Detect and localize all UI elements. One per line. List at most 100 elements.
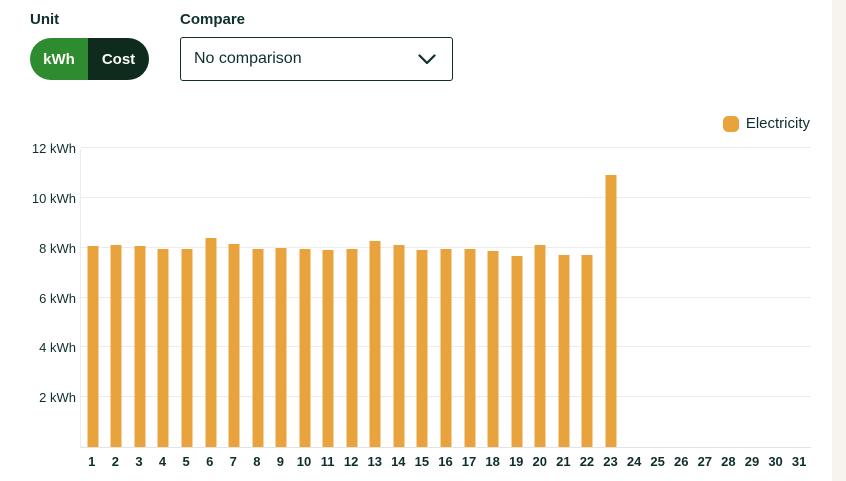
x-axis-tick-label: 31 <box>791 454 807 469</box>
bar-column-day-24 <box>623 149 647 447</box>
legend: Electricity <box>722 115 810 132</box>
x-axis-tick-label: 1 <box>88 454 96 469</box>
x-axis-tick-label: 9 <box>276 454 285 469</box>
page-edge-strip <box>832 0 846 481</box>
y-axis-tick-label: 2 kWh <box>39 390 76 406</box>
x-axis-tick-label: 12 <box>343 454 359 469</box>
x-axis: 1 2 3 4 5 6 7 8 9 10 11 12 13 14 15 16 17 18 19 20 21 22 23 24 2… <box>80 454 811 469</box>
x-axis-tick-label: 17 <box>461 454 477 469</box>
y-axis: 2 kWh 4 kWh 6 kWh 8 kWh 10 kWh 12 kWh <box>0 0 76 481</box>
electricity-bar-day-20[interactable] <box>534 245 546 447</box>
electricity-bar-day-3[interactable] <box>134 246 146 447</box>
x-axis-tick-label: 8 <box>253 454 261 469</box>
unit-toggle-cost[interactable]: Cost <box>88 38 149 80</box>
x-axis-tick-label: 19 <box>508 454 524 469</box>
x-axis-tick-label: 6 <box>206 454 214 469</box>
x-axis-tick-label: 22 <box>579 454 595 469</box>
bar-column-day-30 <box>764 149 788 447</box>
bar-column-day-4 <box>152 149 176 447</box>
electricity-bar-day-22[interactable] <box>581 255 593 447</box>
bar-column-day-19 <box>505 149 529 447</box>
y-axis-tick-label: 10 kWh <box>31 190 76 206</box>
bar-column-day-12 <box>340 149 364 447</box>
bar-column-day-27 <box>693 149 717 447</box>
chevron-down-icon <box>418 53 436 65</box>
x-axis-tick-label: 20 <box>532 454 547 469</box>
gridline <box>81 246 811 248</box>
x-axis-tick-label: 5 <box>182 454 190 469</box>
electricity-bar-day-14[interactable] <box>393 245 405 447</box>
electricity-bar-day-1[interactable] <box>87 246 99 447</box>
x-axis-tick-label: 29 <box>744 454 760 469</box>
x-axis-tick-label: 26 <box>674 454 689 469</box>
bar-column-day-14 <box>387 149 411 447</box>
electricity-bar-day-4[interactable] <box>157 248 169 447</box>
bar-column-day-31 <box>787 149 811 447</box>
x-axis-tick-label: 28 <box>721 454 736 469</box>
bar-column-day-7 <box>222 149 246 447</box>
x-axis-tick-label: 18 <box>485 454 500 469</box>
bar-column-day-5 <box>175 149 199 447</box>
y-axis-tick-label: 12 kWh <box>31 141 76 156</box>
x-axis-tick-label: 24 <box>626 454 642 469</box>
bar-column-day-9 <box>269 149 293 447</box>
bar-column-day-17 <box>458 149 482 447</box>
y-axis-tick-label: 4 kWh <box>39 340 76 356</box>
electricity-bar-day-6[interactable] <box>205 237 216 447</box>
x-axis-tick-label: 7 <box>229 454 237 469</box>
electricity-bar-day-7[interactable] <box>228 243 240 447</box>
bar-column-day-8 <box>246 149 270 447</box>
electricity-bar-day-10[interactable] <box>299 248 311 447</box>
bar-column-day-29 <box>740 149 764 447</box>
electricity-bar-day-12[interactable] <box>346 248 358 447</box>
electricity-bar-day-17[interactable] <box>464 248 476 447</box>
electricity-bar-day-19[interactable] <box>511 256 523 447</box>
bar-column-day-16 <box>434 149 458 447</box>
x-axis-tick-label: 27 <box>697 454 713 469</box>
electricity-bar-day-8[interactable] <box>252 248 264 447</box>
unit-toggle-kwh[interactable]: kWh <box>30 38 88 80</box>
electricity-bar-day-13[interactable] <box>369 241 381 447</box>
bar-column-day-26 <box>670 149 694 447</box>
electricity-bar-day-15[interactable] <box>416 250 428 447</box>
y-axis-tick-label: 8 kWh <box>39 240 76 256</box>
bar-column-day-21 <box>552 149 576 447</box>
bar-column-day-22 <box>575 149 599 447</box>
x-axis-tick-label: 25 <box>650 454 665 469</box>
compare-select[interactable]: No comparison <box>180 37 453 81</box>
x-axis-tick-label: 30 <box>768 454 783 469</box>
unit-toggle[interactable]: kWh Cost <box>30 38 149 80</box>
bar-column-day-25 <box>646 149 670 447</box>
x-axis-tick-label: 2 <box>111 454 119 469</box>
electricity-bar-day-5[interactable] <box>181 248 193 447</box>
bar-column-day-3 <box>128 149 152 447</box>
electricity-bar-day-23[interactable] <box>605 175 617 447</box>
electricity-bar-day-21[interactable] <box>558 255 570 447</box>
x-axis-tick-label: 23 <box>603 454 618 469</box>
bar-column-day-1 <box>81 149 105 447</box>
bar-column-day-13 <box>364 149 388 447</box>
electricity-bar-day-9[interactable] <box>275 247 287 447</box>
bar-column-day-18 <box>481 149 505 447</box>
electricity-bar-day-11[interactable] <box>322 250 334 447</box>
bar-column-day-10 <box>293 149 317 447</box>
x-axis-tick-label: 4 <box>158 454 167 469</box>
x-axis-tick-label: 16 <box>438 454 453 469</box>
compare-selected-value: No comparison <box>194 50 302 67</box>
y-axis-tick-label: 6 kWh <box>39 290 76 306</box>
x-axis-tick-label: 10 <box>296 454 312 469</box>
unit-label: Unit <box>30 11 60 28</box>
electricity-bar-day-18[interactable] <box>487 251 499 447</box>
gridline <box>81 196 811 198</box>
x-axis-tick-label: 15 <box>414 454 430 469</box>
bar-column-day-20 <box>528 149 552 447</box>
electricity-bar-day-16[interactable] <box>440 248 452 447</box>
bar-column-day-11 <box>316 149 340 447</box>
bar-column-day-2 <box>105 149 129 447</box>
x-axis-tick-label: 11 <box>320 454 335 469</box>
electricity-bar-day-2[interactable] <box>110 245 122 447</box>
x-axis-tick-label: 3 <box>135 454 143 469</box>
bar-column-day-28 <box>717 149 741 447</box>
x-axis-tick-label: 21 <box>556 454 571 469</box>
bar-column-day-23 <box>599 149 623 447</box>
